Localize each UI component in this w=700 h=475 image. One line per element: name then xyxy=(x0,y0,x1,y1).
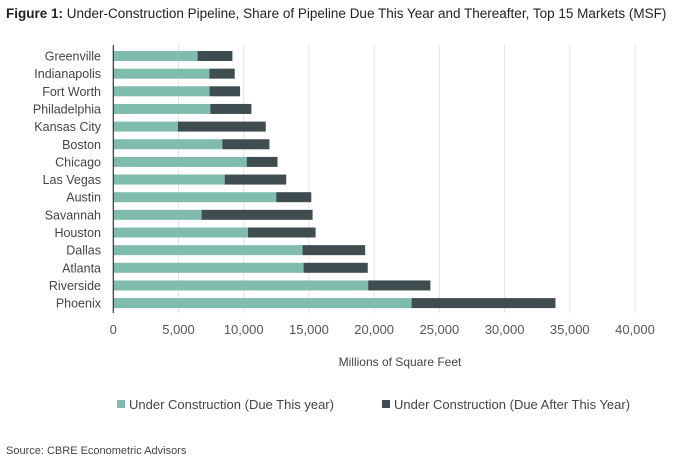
title-text: Under-Construction Pipeline, Share of Pi… xyxy=(66,6,667,21)
bar-due-after-this-year xyxy=(248,227,316,238)
bar-due-after-this-year xyxy=(209,68,235,79)
y-tick-label: Houston xyxy=(54,226,101,240)
y-tick-label: Las Vegas xyxy=(43,173,101,187)
bar-due-after-this-year xyxy=(246,156,278,167)
y-tick-label: Dallas xyxy=(66,244,101,258)
bar-due-this-year xyxy=(113,68,210,79)
y-tick-label: Kansas City xyxy=(34,120,101,134)
bar-due-after-this-year xyxy=(224,174,287,185)
bar-due-after-this-year xyxy=(303,262,368,273)
x-tick-label: 0 xyxy=(110,322,117,337)
y-tick-label: Indianapolis xyxy=(34,67,101,81)
y-tick-label: Chicago xyxy=(55,155,101,169)
y-tick-label: Boston xyxy=(62,138,101,152)
x-tick-label: 15,000 xyxy=(289,322,329,337)
x-tick-label: 35,000 xyxy=(550,322,590,337)
bar-due-after-this-year xyxy=(210,103,252,114)
bar-due-after-this-year xyxy=(368,280,431,291)
bar-due-after-this-year xyxy=(209,86,241,97)
bar-due-this-year xyxy=(113,298,412,309)
bar-due-this-year xyxy=(113,86,210,97)
y-tick-label: Austin xyxy=(66,191,101,205)
bar-due-after-this-year xyxy=(201,209,313,220)
x-tick-label: 10,000 xyxy=(224,322,264,337)
legend-swatch xyxy=(117,400,125,408)
y-tick-label: Savannah xyxy=(45,208,101,222)
bar-due-after-this-year xyxy=(177,121,266,132)
y-tick-label: Greenville xyxy=(45,50,101,64)
bar-due-after-this-year xyxy=(222,139,270,150)
bar-due-this-year xyxy=(113,262,304,273)
bar-due-this-year xyxy=(113,121,178,132)
bar-due-this-year xyxy=(113,245,303,256)
y-tick-label: Fort Worth xyxy=(42,85,101,99)
bar-due-this-year xyxy=(113,280,369,291)
bar-due-this-year xyxy=(113,51,198,61)
bar-due-this-year xyxy=(113,139,223,150)
bar-due-after-this-year xyxy=(276,192,312,203)
bar-due-this-year xyxy=(113,209,202,220)
x-tick-label: 25,000 xyxy=(419,322,459,337)
bar-due-this-year xyxy=(113,227,249,238)
x-axis-label: Millions of Square Feet xyxy=(339,355,462,369)
chart-title: Figure 1: Under-Construction Pipeline, S… xyxy=(6,6,666,21)
bar-due-after-this-year xyxy=(302,245,366,256)
y-tick-label: Atlanta xyxy=(62,261,101,275)
y-tick-label: Riverside xyxy=(49,279,101,293)
legend-label: Under Construction (Due After This Year) xyxy=(394,397,630,412)
x-tick-label: 30,000 xyxy=(485,322,525,337)
legend-label: Under Construction (Due This year) xyxy=(129,397,334,412)
bar-due-this-year xyxy=(113,156,247,167)
y-tick-label: Phoenix xyxy=(56,297,102,311)
bar-due-this-year xyxy=(113,192,277,203)
legend-swatch xyxy=(382,400,390,408)
x-tick-label: 5,000 xyxy=(162,322,195,337)
bar-due-after-this-year xyxy=(411,298,556,309)
x-tick-label: 40,000 xyxy=(615,322,655,337)
x-tick-label: 20,000 xyxy=(354,322,394,337)
bar-due-this-year xyxy=(113,174,225,185)
bar-due-after-this-year xyxy=(197,51,233,61)
bar-due-this-year xyxy=(113,103,211,114)
y-tick-label: Philadelphia xyxy=(33,102,101,116)
title-prefix: Figure 1: xyxy=(6,6,64,21)
source-note: Source: CBRE Econometric Advisors xyxy=(6,445,187,457)
